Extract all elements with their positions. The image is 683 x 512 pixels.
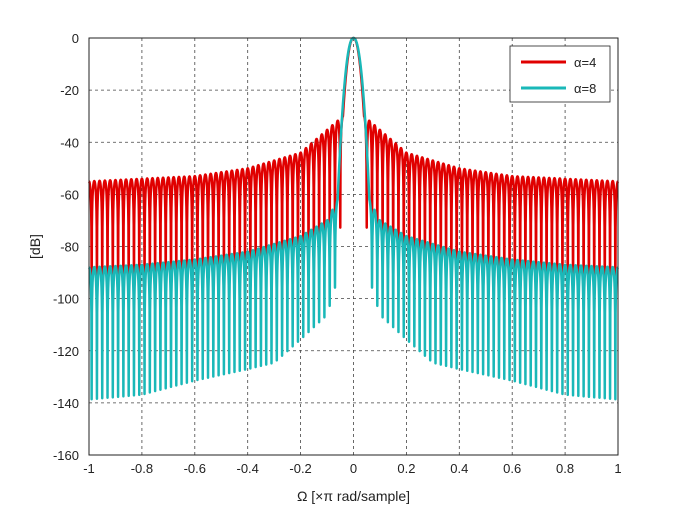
y-tick-labels: 0 -20 -40 -60 -80 -100 -120 -140 -160 [53, 31, 79, 463]
x-tick-label: 0.6 [503, 461, 521, 476]
legend: α=4 α=8 [509, 45, 611, 103]
x-tick-label: -0.2 [289, 461, 311, 476]
x-tick-label: -0.6 [184, 461, 206, 476]
x-tick-label: -0.4 [236, 461, 258, 476]
x-tick-label: -1 [83, 461, 95, 476]
y-tick-label: -100 [53, 292, 79, 307]
y-tick-label: -120 [53, 344, 79, 359]
y-axis-label: [dB] [27, 234, 43, 259]
y-tick-label: -40 [60, 135, 79, 150]
y-tick-label: -20 [60, 83, 79, 98]
x-tick-label: 1 [614, 461, 621, 476]
x-tick-label: 0 [350, 461, 357, 476]
legend-box [509, 45, 611, 103]
y-tick-label: 0 [72, 31, 79, 46]
y-tick-label: -140 [53, 396, 79, 411]
y-tick-label: -60 [60, 187, 79, 202]
x-tick-labels: -1 -0.8 -0.6 -0.4 -0.2 0 0.2 0.4 0.6 0.8 1 [83, 461, 621, 476]
plot-frame [88, 37, 619, 456]
y-tick-label: -80 [60, 240, 79, 255]
x-axis-label: Ω [×π rad/sample] [297, 488, 410, 504]
x-tick-label: 0.2 [397, 461, 415, 476]
legend-label-series-2: α=8 [574, 81, 596, 96]
x-tick-label: 0.4 [450, 461, 468, 476]
x-tick-label: -0.8 [131, 461, 153, 476]
x-tick-label: 0.8 [556, 461, 574, 476]
y-tick-label: -160 [53, 448, 79, 463]
legend-label-series-1: α=4 [574, 55, 596, 70]
